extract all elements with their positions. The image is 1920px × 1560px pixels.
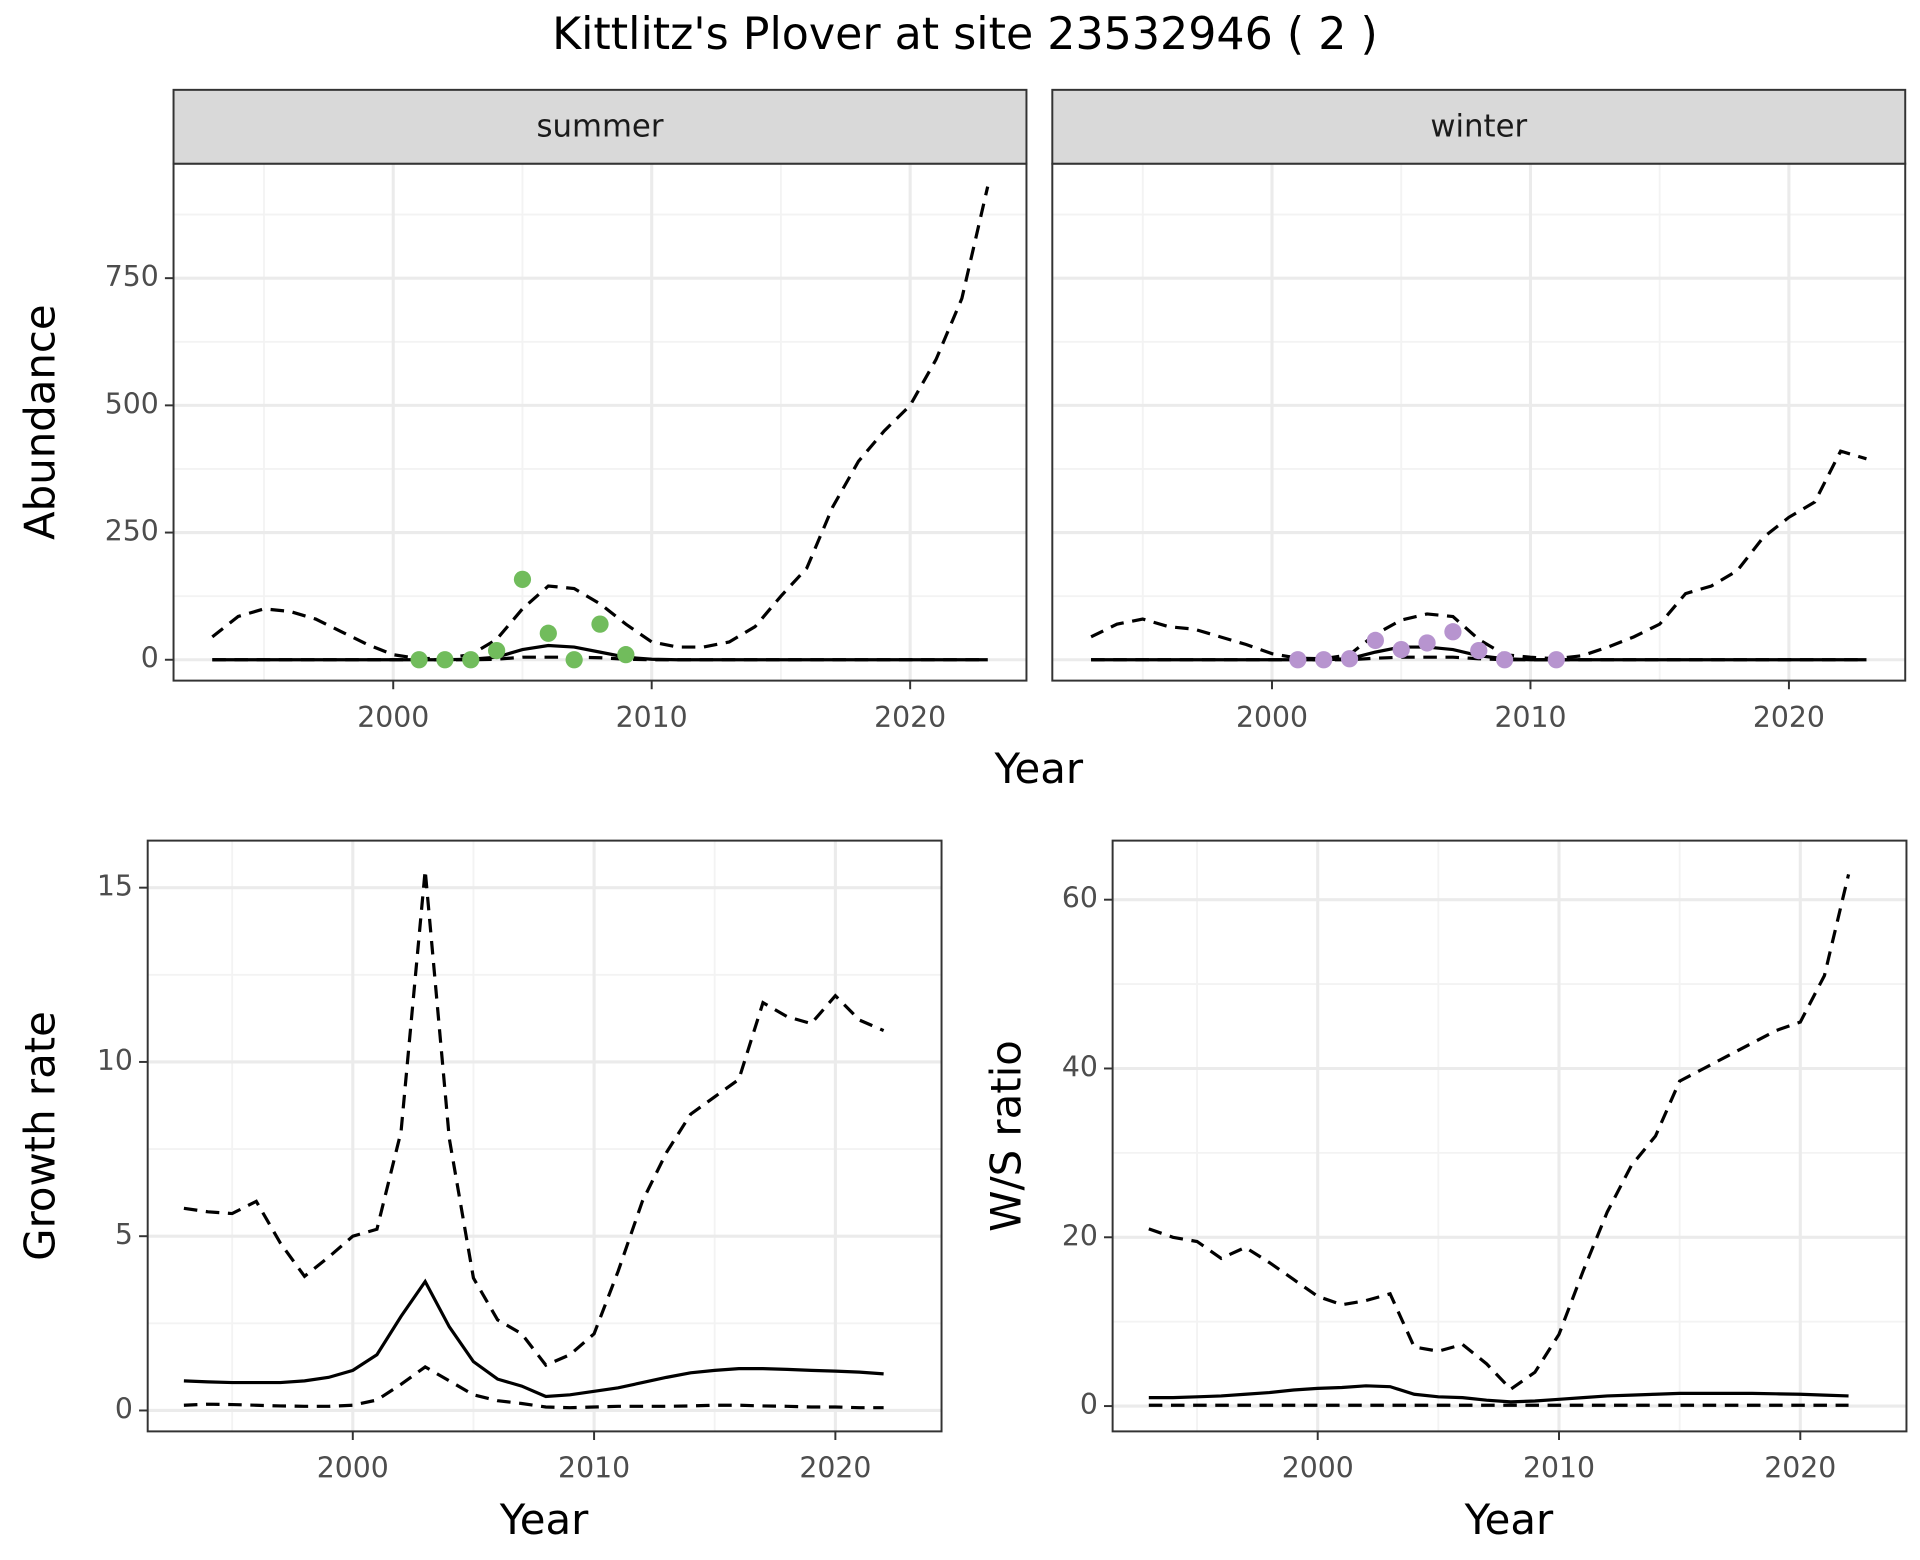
y-axis-title: W/S ratio (982, 1040, 1031, 1232)
x-tick-label: 2010 (1494, 701, 1566, 734)
observation-point (1418, 634, 1436, 652)
interval-line (212, 655, 988, 662)
x-axis-title: Year (1464, 1495, 1554, 1544)
interval-line (1090, 449, 1867, 661)
observation-point (565, 651, 583, 669)
observation-point (488, 641, 506, 660)
figure-title: Kittlitz's Plover at site 23532946 ( 2 ) (552, 9, 1378, 60)
mean-line (1148, 1384, 1849, 1404)
x-tick-label: 2000 (1282, 1452, 1354, 1485)
panel-background (1052, 163, 1906, 681)
panel-border (1111, 839, 1908, 1433)
x-tick-label: 2010 (616, 701, 688, 734)
observation-point (617, 646, 635, 664)
panel-background (147, 840, 942, 1432)
interval-line (211, 186, 990, 661)
y-tick-label: 40 (1062, 1050, 1098, 1083)
observation-point (591, 615, 609, 633)
y-tick-label: 5 (115, 1218, 133, 1251)
observation-point (1470, 641, 1488, 660)
x-axis-title: Year (993, 744, 1083, 793)
y-axis-title: Growth rate (16, 1011, 65, 1261)
x-tick-label: 2020 (1764, 1452, 1836, 1485)
y-axis-title: Abundance (16, 304, 65, 540)
observation-point (1547, 651, 1565, 669)
observation-point (1444, 623, 1462, 641)
observation-point (1366, 631, 1384, 650)
x-tick-label: 2020 (1753, 701, 1825, 734)
x-tick-label: 2020 (874, 701, 946, 734)
y-tick-label: 0 (1080, 1388, 1098, 1421)
interval-line (183, 1365, 884, 1410)
panel-border (146, 839, 943, 1433)
facet-strip (172, 88, 1028, 165)
y-tick-label: 0 (141, 642, 159, 675)
observation-point (1392, 640, 1410, 659)
panel-background (1112, 840, 1907, 1432)
observation-point (462, 651, 480, 669)
x-axis-title: Year (499, 1495, 589, 1544)
x-tick-label: 2020 (799, 1452, 871, 1485)
y-tick-label: 750 (105, 260, 159, 293)
y-tick-label: 10 (97, 1044, 133, 1077)
mean-line (183, 1278, 884, 1399)
x-tick-label: 2000 (357, 701, 429, 734)
y-tick-label: 60 (1062, 882, 1098, 915)
observation-point (436, 651, 454, 669)
observation-point (513, 570, 532, 588)
observation-point (1340, 650, 1359, 668)
y-tick-label: 0 (115, 1392, 133, 1425)
y-tick-label: 15 (97, 870, 133, 903)
y-tick-label: 20 (1062, 1219, 1098, 1252)
x-tick-label: 2000 (1236, 701, 1308, 734)
facet-strip (1051, 88, 1907, 165)
observation-point (1289, 651, 1307, 669)
x-tick-label: 2000 (317, 1452, 389, 1485)
x-tick-label: 2010 (1523, 1452, 1595, 1485)
interval-line (1148, 874, 1851, 1392)
observation-point (539, 624, 557, 642)
y-tick-label: 500 (105, 387, 159, 420)
x-tick-label: 2010 (558, 1452, 630, 1485)
y-tick-label: 250 (105, 515, 159, 548)
observation-point (410, 651, 428, 669)
panel-background (173, 163, 1027, 681)
facet-label: winter (1430, 108, 1527, 144)
interval-line (183, 870, 885, 1368)
observation-point (1315, 651, 1333, 669)
observation-point (1496, 651, 1514, 669)
facet-label: summer (537, 108, 664, 144)
